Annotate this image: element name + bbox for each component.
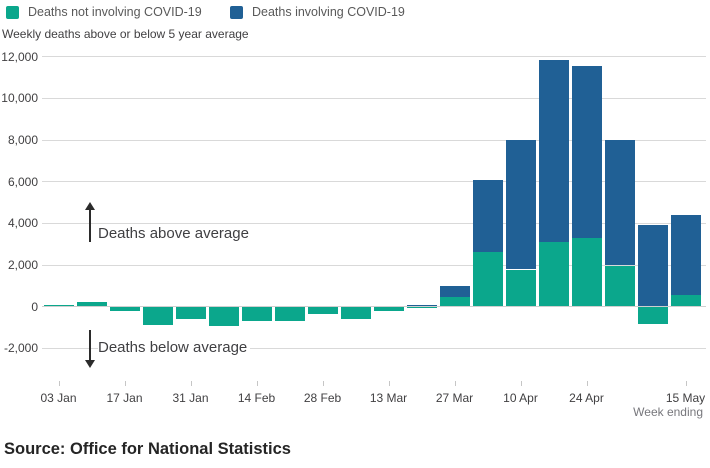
- x-axis-tick: [124, 381, 126, 386]
- annotation-deaths-below-average: Deaths below average: [98, 339, 251, 356]
- bar-segment[interactable]: [142, 306, 173, 326]
- bar-segment[interactable]: [472, 252, 503, 307]
- x-axis-tick-label: 10 Apr: [503, 391, 538, 405]
- x-axis-tick: [454, 381, 456, 386]
- bar-segment[interactable]: [109, 306, 140, 312]
- x-axis-tick: [58, 381, 60, 386]
- x-axis-tick: [322, 381, 324, 386]
- x-axis-tick-label: 24 Apr: [569, 391, 604, 405]
- x-axis-tick-label: 03 Jan: [40, 391, 77, 405]
- bar-segment[interactable]: [241, 306, 272, 321]
- x-axis-tick-label: 28 Feb: [303, 391, 342, 405]
- bar-segment[interactable]: [274, 306, 305, 322]
- x-axis-tick: [520, 381, 522, 386]
- up-arrow-icon: [89, 210, 91, 242]
- bar-segment[interactable]: [571, 237, 602, 307]
- gridline: [42, 264, 706, 266]
- bar-segment[interactable]: [538, 242, 569, 307]
- bar-segment[interactable]: [439, 285, 470, 297]
- x-axis-tick-label: 14 Feb: [237, 391, 276, 405]
- chart-subtitle: Weekly deaths above or below 5 year aver…: [2, 27, 249, 41]
- bar-segment[interactable]: [373, 306, 404, 311]
- down-arrow-icon: [89, 330, 91, 361]
- bar-segment[interactable]: [439, 296, 470, 307]
- bar-segment[interactable]: [43, 305, 74, 307]
- x-axis-tick-label: 31 Jan: [172, 391, 209, 405]
- legend-item-non-covid: Deaths not involving COVID-19: [6, 4, 202, 20]
- annotation-deaths-above-average: Deaths above average: [98, 225, 252, 242]
- down-arrow-head-icon: [85, 360, 95, 368]
- x-axis-tick-label: 17 Jan: [106, 391, 143, 405]
- legend-swatch-non-covid-icon: [6, 5, 19, 19]
- x-axis-tick: [256, 381, 258, 386]
- y-axis-tick-label: 2,000: [7, 258, 38, 272]
- bar-segment[interactable]: [406, 304, 437, 307]
- gridline: [42, 139, 706, 141]
- legend-label-covid: Deaths involving COVID-19: [252, 5, 405, 19]
- gridline: [42, 181, 706, 183]
- y-axis-tick-label: 0: [31, 299, 38, 314]
- bar-segment[interactable]: [307, 306, 338, 315]
- y-axis-tick-label: 4,000: [7, 216, 38, 231]
- y-axis-tick-label: 10,000: [1, 91, 38, 106]
- gridline: [42, 56, 706, 58]
- bar-segment[interactable]: [670, 294, 701, 307]
- x-axis-tick-label: 15 May: [665, 391, 706, 405]
- bar-segment[interactable]: [340, 306, 371, 320]
- x-axis-caption: Week ending: [633, 405, 703, 419]
- bar-segment[interactable]: [208, 306, 239, 327]
- bar-segment[interactable]: [175, 306, 206, 320]
- bar-segment[interactable]: [670, 215, 701, 295]
- y-axis-tick-label: 12,000: [1, 49, 38, 64]
- x-axis-tick: [388, 381, 390, 386]
- up-arrow-head-icon: [85, 202, 95, 210]
- zero-baseline: [42, 306, 706, 308]
- bar-segment[interactable]: [505, 140, 536, 270]
- bar-segment[interactable]: [538, 59, 569, 243]
- y-axis-tick-label: -2,000: [3, 341, 38, 356]
- x-axis-tick-label: 13 Mar: [369, 391, 408, 405]
- bar-segment[interactable]: [604, 265, 635, 307]
- bar-segment[interactable]: [637, 306, 668, 325]
- legend-item-covid: Deaths involving COVID-19: [230, 4, 405, 20]
- source-attribution: Source: Office for National Statistics: [4, 440, 291, 458]
- gridline: [42, 222, 706, 224]
- y-axis-tick-label: 8,000: [7, 133, 38, 147]
- bar-segment[interactable]: [505, 269, 536, 307]
- bar-segment[interactable]: [637, 224, 668, 307]
- gridline: [42, 347, 706, 349]
- bar-segment[interactable]: [472, 180, 503, 253]
- x-axis-tick: [685, 381, 687, 386]
- bar-segment[interactable]: [76, 301, 107, 307]
- x-axis-tick: [586, 381, 588, 386]
- gridline: [42, 97, 706, 99]
- bar-segment[interactable]: [406, 306, 437, 308]
- y-axis-tick-label: 6,000: [7, 174, 38, 189]
- legend-swatch-covid-icon: [230, 5, 243, 19]
- bar-segment[interactable]: [571, 66, 602, 238]
- x-axis-tick: [190, 381, 192, 386]
- x-axis-tick-label: 27 Mar: [435, 391, 474, 405]
- bar-segment[interactable]: [604, 139, 635, 266]
- legend-label-non-covid: Deaths not involving COVID-19: [28, 5, 202, 19]
